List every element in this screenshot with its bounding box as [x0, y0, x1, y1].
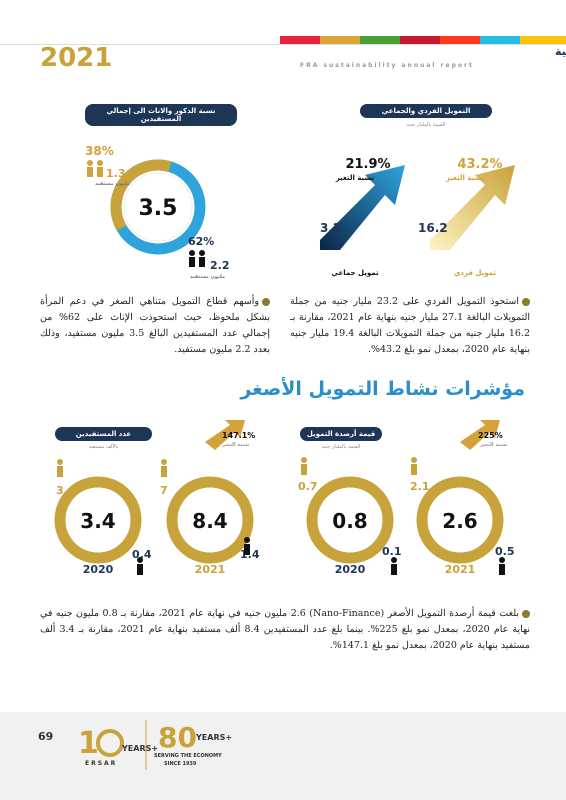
growth-label: نسبة التغير: [335, 174, 375, 182]
female-unit: مليون مستفيد: [190, 274, 225, 280]
logo2-line1: SERVING THE ECONOMY: [154, 753, 222, 759]
page-number: 69: [38, 730, 54, 743]
total: 8.4: [192, 509, 227, 533]
total: 3.4: [80, 509, 115, 533]
growth-label: نسبة التغير: [445, 174, 485, 182]
header: 2021 تقرير الاستدامة السنوي للهيئة العام…: [0, 36, 566, 73]
panel-subtitle: بالألف مستفيد: [88, 444, 119, 450]
header-year: 2021: [40, 43, 112, 73]
value-2020: 3.2: [320, 221, 341, 235]
year: 2021: [195, 563, 226, 576]
footer-logos: 1 YEARS+ ERSAR 80 YEARS+ SERVING THE ECO…: [78, 720, 232, 770]
total: 2.6: [442, 509, 477, 533]
panel-subtitle: القيمة بالمليار جنيه: [406, 122, 446, 128]
year: 2021: [445, 563, 476, 576]
beneficiaries-graphic: 147.1% نسبة التغير 8.4 2021 7 1.4 3.4 20…: [54, 420, 260, 576]
balances-graphic: 225% نسبة التغير 2.6 2021 2.1 0.5 0.8 20…: [298, 420, 515, 576]
male: 0.1: [382, 545, 402, 558]
male: 0.5: [495, 545, 515, 558]
female: 3: [56, 484, 64, 497]
male-unit: مليون مستفيد: [95, 181, 130, 187]
section-heading: مؤشرات نشاط التمويل الأصغر: [240, 378, 525, 400]
female: 0.7: [298, 480, 318, 493]
value-2021: 3.9: [376, 200, 398, 218]
total: 3.5: [139, 196, 178, 221]
year: 2020: [335, 563, 366, 576]
panel-title: قيمة أرصدة التمويل: [300, 427, 382, 441]
svg-text:1: 1: [78, 726, 99, 761]
male-value: 1.3: [106, 167, 126, 180]
year: 2020: [83, 563, 114, 576]
paragraph: استحوذ التمويل الفردي على 23.2 مليار جني…: [290, 294, 530, 358]
logo2-line2: SINCE 1939: [164, 761, 197, 767]
financing-graphic: 23.2 16.2 43.2% نسبة التغير تمويل فردي 3…: [320, 157, 519, 277]
growth: 225%: [478, 431, 503, 440]
female-share: 62%: [188, 235, 214, 248]
growth: 21.9%: [345, 157, 390, 172]
header-subtitle: FRA sustainability annual report: [300, 62, 474, 69]
logo1-name: ERSAR: [85, 760, 117, 767]
label: تمويل جماعي: [331, 269, 379, 277]
female: 2.1: [410, 480, 430, 493]
growth: 147.1%: [222, 431, 255, 440]
female-value: 2.2: [210, 259, 230, 272]
male-share: 38%: [85, 144, 114, 158]
panel-title: التمويل الفردي والجماعي: [360, 104, 492, 118]
header-title: تقرير الاستدامة السنوي للهيئة العامة للر…: [555, 45, 566, 58]
panel-title: عدد المستفيدين: [55, 427, 152, 441]
footer: [0, 712, 566, 800]
female: 7: [160, 484, 168, 497]
value-2021: 23.2: [489, 200, 519, 220]
svg-text:80: 80: [158, 721, 197, 754]
value-2020: 16.2: [418, 221, 448, 235]
growth: 43.2%: [457, 157, 502, 172]
growth-label: نسبة التغير: [221, 442, 250, 448]
panel-subtitle: القيمة بالمليار جنيه: [321, 444, 361, 450]
growth-label: نسبة التغير: [479, 442, 508, 448]
total: 0.8: [332, 509, 367, 533]
label: تمويل فردي: [454, 269, 496, 277]
logo2-years: YEARS+: [195, 733, 232, 742]
paragraph: وأسهم قطاع التمويل متناهي الصغر في دعم ا…: [40, 294, 270, 358]
male: 0.4: [132, 548, 152, 561]
panel-title: نسبة الذكور والاناث الى إجمالي المستفيدي…: [85, 104, 237, 126]
paragraph: بلغت قيمة أرصدة التمويل الأصغر (Nano-Fin…: [40, 606, 530, 654]
logo1-years: YEARS+: [121, 744, 158, 753]
gender-graphic: 3.5 38% 1.3 مليون مستفيد 62% 2.2 مليون م…: [85, 144, 230, 280]
